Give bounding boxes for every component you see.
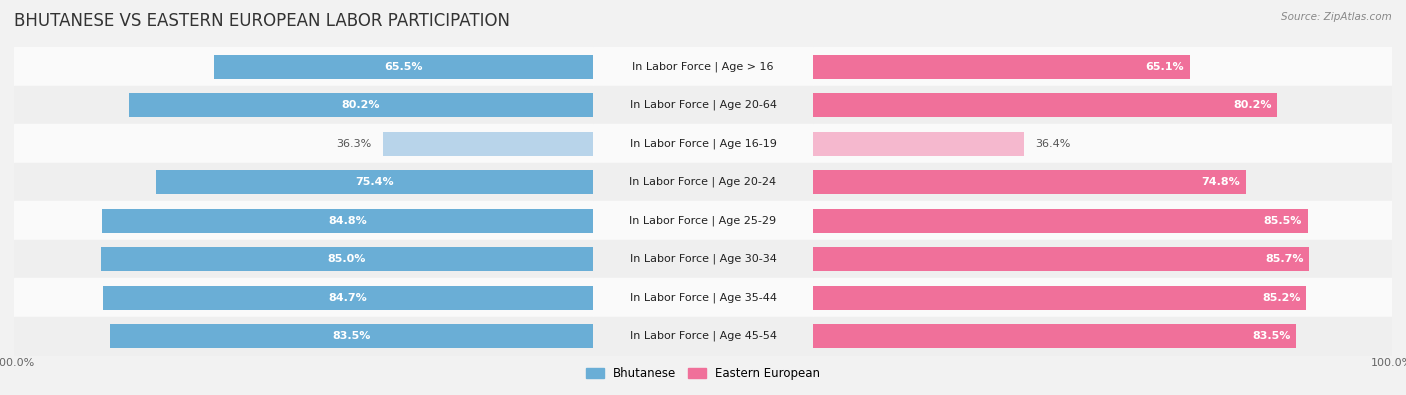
Bar	[813, 240, 1392, 278]
Bar	[14, 163, 593, 201]
Bar	[14, 86, 593, 124]
Bar	[110, 324, 593, 348]
Text: 65.1%: 65.1%	[1146, 62, 1184, 71]
Text: In Labor Force | Age 25-29: In Labor Force | Age 25-29	[630, 215, 776, 226]
Bar	[128, 93, 593, 117]
Bar	[813, 209, 1308, 233]
Text: 84.8%: 84.8%	[328, 216, 367, 226]
Text: In Labor Force | Age 16-19: In Labor Force | Age 16-19	[630, 138, 776, 149]
Text: 85.2%: 85.2%	[1263, 293, 1301, 303]
Bar	[813, 201, 1392, 240]
Bar	[14, 124, 593, 163]
Bar	[813, 286, 1306, 310]
Text: 83.5%: 83.5%	[1253, 331, 1291, 341]
Bar	[14, 240, 593, 278]
Text: In Labor Force | Age 45-54: In Labor Force | Age 45-54	[630, 331, 776, 342]
Bar	[103, 209, 593, 233]
Bar	[813, 247, 1309, 271]
Text: 65.5%: 65.5%	[384, 62, 422, 71]
Bar	[593, 163, 813, 201]
Text: 36.4%: 36.4%	[1035, 139, 1071, 149]
Text: In Labor Force | Age 30-34: In Labor Force | Age 30-34	[630, 254, 776, 265]
Bar	[813, 47, 1392, 86]
Text: 80.2%: 80.2%	[342, 100, 380, 110]
Bar	[214, 55, 593, 79]
Bar	[593, 47, 813, 86]
Bar	[14, 317, 593, 356]
Bar	[813, 170, 1246, 194]
Text: 36.3%: 36.3%	[336, 139, 371, 149]
Bar	[813, 278, 1392, 317]
Bar	[813, 86, 1392, 124]
Bar	[813, 124, 1392, 163]
Bar	[813, 317, 1392, 356]
Bar	[593, 240, 813, 278]
Bar	[813, 93, 1278, 117]
Text: In Labor Force | Age 20-64: In Labor Force | Age 20-64	[630, 100, 776, 111]
Text: 83.5%: 83.5%	[332, 331, 370, 341]
Text: Source: ZipAtlas.com: Source: ZipAtlas.com	[1281, 12, 1392, 22]
Bar	[813, 324, 1296, 348]
Bar	[813, 55, 1189, 79]
Bar	[14, 278, 593, 317]
Text: 85.7%: 85.7%	[1265, 254, 1303, 264]
Bar	[813, 163, 1392, 201]
Text: In Labor Force | Age > 16: In Labor Force | Age > 16	[633, 61, 773, 72]
Text: In Labor Force | Age 35-44: In Labor Force | Age 35-44	[630, 292, 776, 303]
Bar	[103, 286, 593, 310]
Bar	[382, 132, 593, 156]
Bar	[14, 201, 593, 240]
Bar	[593, 201, 813, 240]
Text: 74.8%: 74.8%	[1202, 177, 1240, 187]
Bar	[593, 86, 813, 124]
Bar	[101, 247, 593, 271]
Bar	[813, 132, 1024, 156]
Bar	[593, 317, 813, 356]
Bar	[593, 124, 813, 163]
Text: 84.7%: 84.7%	[329, 293, 367, 303]
Bar	[156, 170, 593, 194]
Text: In Labor Force | Age 20-24: In Labor Force | Age 20-24	[630, 177, 776, 188]
Text: 85.5%: 85.5%	[1264, 216, 1302, 226]
Bar	[14, 47, 593, 86]
Legend: Bhutanese, Eastern European: Bhutanese, Eastern European	[581, 363, 825, 385]
Text: 75.4%: 75.4%	[356, 177, 394, 187]
Text: 80.2%: 80.2%	[1233, 100, 1271, 110]
Bar	[593, 278, 813, 317]
Text: 85.0%: 85.0%	[328, 254, 366, 264]
Text: BHUTANESE VS EASTERN EUROPEAN LABOR PARTICIPATION: BHUTANESE VS EASTERN EUROPEAN LABOR PART…	[14, 12, 510, 30]
